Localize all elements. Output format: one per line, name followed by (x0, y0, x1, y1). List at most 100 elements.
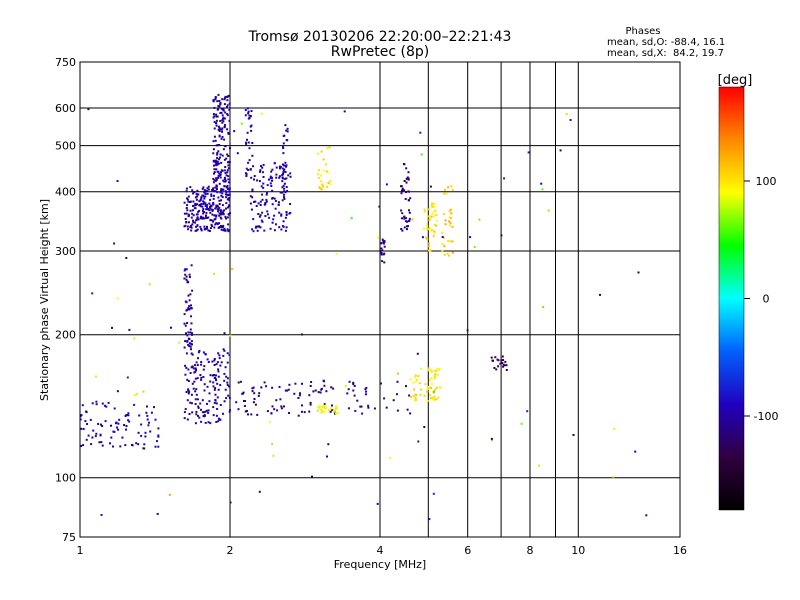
data-point (187, 368, 190, 371)
data-point (142, 390, 145, 393)
data-point (219, 153, 222, 156)
data-point (297, 414, 300, 417)
data-point (278, 226, 281, 229)
data-point (184, 273, 187, 276)
data-point (217, 162, 220, 165)
data-point (250, 208, 253, 211)
data-point (520, 422, 523, 425)
data-point (449, 224, 452, 227)
data-point (277, 201, 280, 204)
colorbar (718, 86, 745, 511)
data-point (289, 172, 292, 175)
data-point (256, 229, 259, 232)
data-point (269, 175, 272, 178)
data-point (299, 392, 301, 395)
data-point (187, 389, 190, 392)
data-point (184, 324, 187, 327)
data-point (223, 138, 226, 141)
data-point (188, 308, 191, 311)
data-point (284, 229, 287, 232)
data-point (245, 167, 248, 170)
data-point (201, 205, 204, 208)
data-point (275, 223, 277, 226)
data-point (637, 271, 640, 274)
data-point (326, 185, 329, 188)
data-point (265, 200, 268, 203)
x-tick-label: 1 (77, 544, 84, 557)
y-axis-ticks: 75 100 200 300 400 500 600 750 (55, 56, 76, 544)
data-point (215, 115, 218, 118)
data-point (95, 403, 98, 406)
data-point (183, 313, 186, 316)
data-point (133, 337, 136, 340)
data-point (572, 434, 575, 436)
data-point (252, 230, 255, 233)
data-point (385, 406, 388, 409)
data-point (221, 114, 224, 117)
data-point (612, 475, 615, 478)
data-point (279, 191, 282, 194)
data-point (401, 229, 404, 232)
data-point (500, 361, 503, 364)
data-point (200, 408, 202, 411)
data-point (183, 411, 186, 414)
data-point (451, 251, 454, 254)
data-point (443, 188, 446, 191)
data-point (197, 414, 199, 417)
data-point (147, 424, 150, 427)
data-point (138, 414, 141, 417)
data-point (221, 192, 224, 195)
data-point (282, 225, 285, 228)
data-point (125, 428, 127, 431)
data-point (220, 107, 223, 110)
data-point (197, 357, 199, 360)
data-point (218, 144, 221, 146)
data-point (219, 418, 222, 421)
data-point (225, 186, 228, 188)
data-point (226, 383, 229, 386)
data-point (146, 418, 149, 421)
data-point (324, 407, 326, 410)
data-point (281, 191, 284, 194)
data-point (430, 205, 433, 208)
data-point (236, 152, 239, 155)
data-point (225, 397, 228, 400)
data-point (199, 198, 202, 201)
data-point (222, 224, 225, 227)
data-point (233, 130, 236, 133)
data-point (219, 404, 222, 406)
data-point (418, 382, 421, 385)
data-point (268, 178, 270, 181)
data-point (258, 180, 261, 183)
data-point (448, 216, 451, 219)
data-point (328, 146, 331, 149)
data-point (409, 412, 412, 415)
data-point (80, 427, 83, 430)
data-point (228, 102, 231, 105)
data-point (381, 238, 384, 241)
data-point (284, 191, 287, 194)
data-point (140, 423, 143, 426)
data-point (247, 413, 249, 416)
data-point (212, 99, 215, 102)
data-point (415, 399, 418, 401)
data-point (195, 410, 198, 413)
data-point (216, 382, 219, 385)
data-point (274, 199, 277, 202)
data-point (222, 213, 225, 216)
data-point (266, 184, 269, 187)
data-point (194, 221, 196, 224)
data-point (224, 190, 227, 193)
data-point (365, 390, 368, 393)
data-point (226, 104, 229, 107)
data-point (189, 331, 192, 334)
data-point (330, 386, 333, 389)
data-point (191, 333, 193, 336)
data-point (212, 220, 215, 223)
data-point (271, 203, 274, 206)
data-point (208, 392, 211, 395)
data-point (297, 397, 300, 399)
data-point (441, 243, 444, 245)
data-point (190, 340, 193, 343)
data-point (225, 196, 228, 199)
